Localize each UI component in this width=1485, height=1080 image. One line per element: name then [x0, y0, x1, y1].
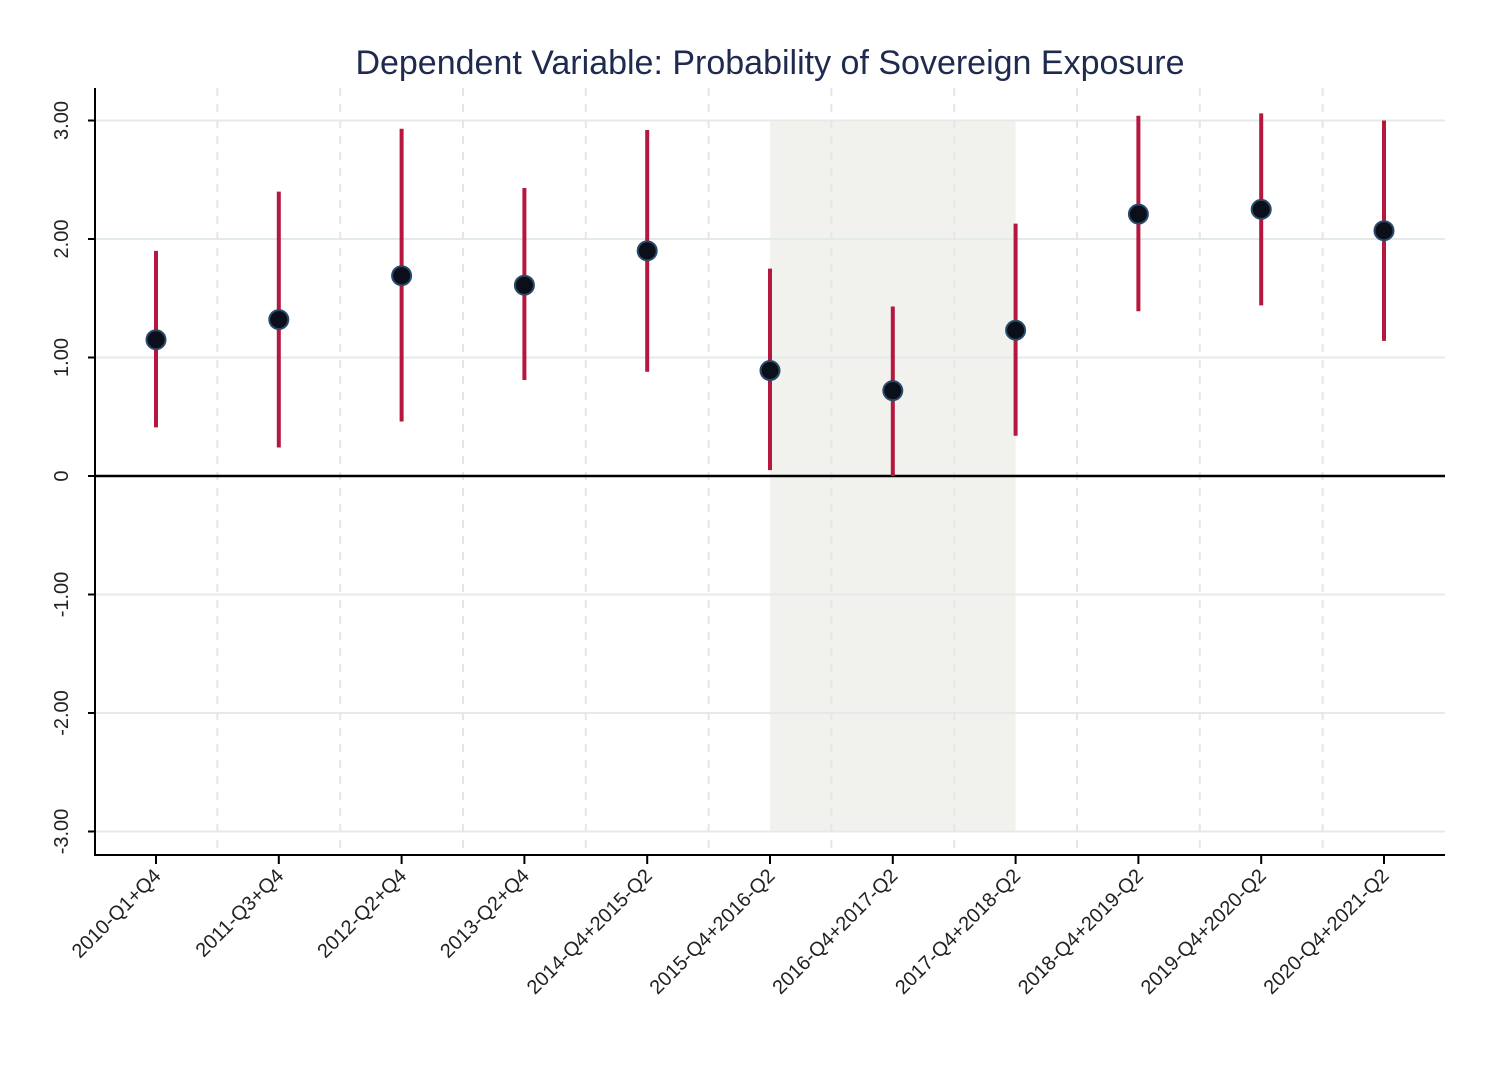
y-tick-label: 1.00 — [51, 338, 73, 377]
point-estimate — [636, 240, 658, 262]
y-tick-label: -3.00 — [51, 809, 73, 855]
x-tick-label: 2015-Q4+2016-Q2 — [646, 865, 780, 999]
y-tick-label: 3.00 — [51, 101, 73, 140]
chart-title: Dependent Variable: Probability of Sover… — [355, 44, 1184, 82]
point-estimate — [1373, 220, 1395, 242]
x-tick-label: 2017-Q4+2018-Q2 — [891, 865, 1025, 999]
x-tick-label: 2016-Q4+2017-Q2 — [768, 865, 902, 999]
x-tick-label: 2013-Q2+Q4 — [436, 865, 534, 963]
point-estimate — [1250, 198, 1272, 220]
y-tick-label: 0 — [51, 470, 73, 481]
x-tick-label: 2014-Q4+2015-Q2 — [523, 865, 657, 999]
x-tick-label: 2011-Q3+Q4 — [192, 865, 289, 962]
point-estimate — [513, 274, 535, 296]
point-estimate — [391, 265, 413, 287]
point-estimate — [882, 380, 904, 402]
x-tick-label: 2020-Q4+2021-Q2 — [1260, 865, 1394, 999]
y-tick-label: 2.00 — [51, 220, 73, 259]
x-tick-label: 2018-Q4+2019-Q2 — [1014, 865, 1148, 999]
point-estimate — [268, 309, 290, 331]
x-tick-label: 2019-Q4+2020-Q2 — [1137, 865, 1271, 999]
y-tick-label: -2.00 — [51, 690, 73, 736]
point-estimate — [759, 360, 781, 382]
point-estimate — [145, 329, 167, 351]
x-tick-label: 2012-Q2+Q4 — [313, 865, 411, 963]
point-estimate — [1127, 203, 1149, 225]
x-tick-label: 2010-Q1+Q4 — [68, 865, 166, 963]
point-estimate — [1005, 319, 1027, 341]
y-tick-label: -1.00 — [51, 572, 73, 618]
